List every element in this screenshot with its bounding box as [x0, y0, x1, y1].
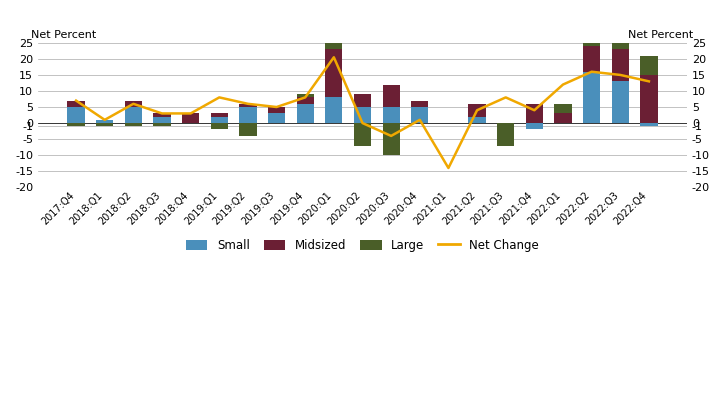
Bar	[383, 84, 399, 107]
Bar	[555, 114, 571, 123]
Bar	[411, 101, 428, 107]
Bar	[326, 49, 342, 97]
Bar	[125, 107, 142, 123]
Bar	[612, 30, 629, 49]
Bar	[182, 114, 199, 123]
Bar	[297, 97, 314, 104]
Bar	[583, 37, 600, 46]
Bar	[326, 97, 342, 123]
Bar	[125, 101, 142, 107]
Bar	[211, 114, 228, 117]
Bar	[268, 107, 285, 114]
Bar	[583, 46, 600, 72]
Bar	[640, 123, 658, 126]
Bar	[583, 72, 600, 123]
Bar	[612, 81, 629, 123]
Bar	[526, 104, 543, 123]
Bar	[383, 123, 399, 155]
Bar	[239, 104, 257, 107]
Bar	[67, 107, 85, 123]
Bar	[326, 24, 342, 49]
Legend: Small, Midsized, Large, Net Change: Small, Midsized, Large, Net Change	[181, 234, 544, 257]
Bar	[154, 117, 170, 123]
Bar	[640, 75, 658, 123]
Bar	[612, 49, 629, 81]
Text: Net Percent: Net Percent	[31, 30, 96, 40]
Bar	[555, 104, 571, 114]
Bar	[383, 107, 399, 123]
Bar	[239, 107, 257, 123]
Bar	[211, 123, 228, 129]
Bar	[96, 120, 113, 123]
Bar	[526, 123, 543, 129]
Bar	[297, 94, 314, 97]
Bar	[640, 56, 658, 75]
Bar	[125, 123, 142, 126]
Bar	[468, 117, 486, 123]
Bar	[154, 114, 170, 117]
Bar	[239, 123, 257, 136]
Bar	[468, 104, 486, 117]
Bar	[297, 104, 314, 123]
Bar	[211, 117, 228, 123]
Text: Net Percent: Net Percent	[629, 30, 694, 40]
Bar	[154, 123, 170, 126]
Bar	[67, 101, 85, 107]
Bar	[96, 123, 113, 126]
Bar	[268, 114, 285, 123]
Bar	[354, 123, 371, 145]
Bar	[67, 123, 85, 126]
Bar	[354, 94, 371, 107]
Bar	[497, 123, 514, 145]
Bar	[354, 107, 371, 123]
Bar	[411, 107, 428, 123]
